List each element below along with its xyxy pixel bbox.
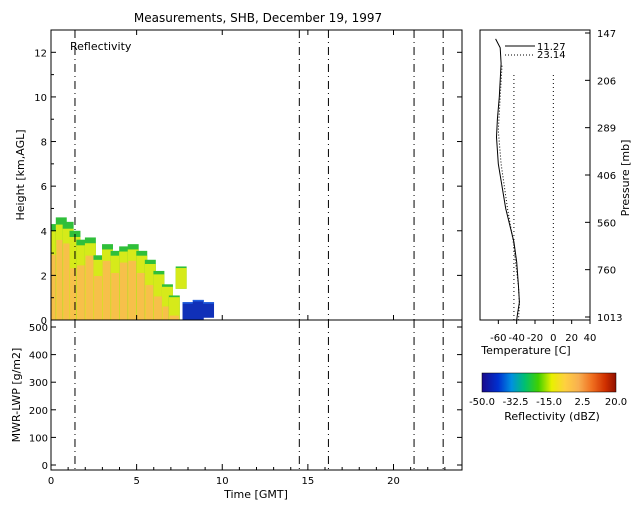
event-lines <box>74 320 444 470</box>
cloud-echo-layer <box>50 217 215 320</box>
echo-core <box>136 272 147 320</box>
temperature-tick-label: -20 <box>527 333 543 344</box>
height-tick-label: 2 <box>41 271 47 282</box>
lwp-tick-label: 100 <box>29 433 48 444</box>
lwp-panel: 0 100 200 300 400 500 0 5 10 15 20 Time [GMT] MWR… <box>10 319 463 501</box>
lwp-tick-label: 0 <box>42 461 48 472</box>
pressure-axis-label: Pressure [mb] <box>619 140 632 217</box>
pressure-tick-label: 760 <box>597 266 616 277</box>
reflectivity-panel: 0 2 4 6 8 10 12 Reflectivity Height [km,AGL] <box>14 29 463 327</box>
height-tick-label: 10 <box>34 93 47 104</box>
echo-core <box>63 243 74 320</box>
lwp-frame <box>50 319 463 471</box>
time-tick-label: 15 <box>302 476 315 487</box>
colorbar-tick-label: -15.0 <box>536 397 562 408</box>
echo-core <box>128 260 139 320</box>
lwp-tick-label: 500 <box>29 323 48 334</box>
echo-core <box>94 276 104 320</box>
temperature-tick-label: 40 <box>584 333 597 344</box>
time-tick-label: 5 <box>133 476 139 487</box>
lwp-tick-label: 200 <box>29 406 48 417</box>
temperature-line-dotted <box>497 65 520 321</box>
temperature-axis: -60 -40 -20 0 20 40 <box>490 320 596 344</box>
colorbar: -50.0 -32.5 -15.0 2.5 20.0 Reflectivity (dBZ… <box>469 372 627 423</box>
height-axis-label: Height [km,AGL] <box>14 129 27 220</box>
echo-weak <box>182 302 194 320</box>
time-axis: 0 5 10 15 20 <box>48 464 446 487</box>
height-tick-label: 0 <box>41 316 47 327</box>
echo-mid <box>161 286 173 320</box>
pressure-tick-label: 1013 <box>597 313 622 324</box>
lwp-tick-label: 300 <box>29 378 48 389</box>
colorbar-tick-label: -32.5 <box>503 397 529 408</box>
time-tick-label: 20 <box>387 476 400 487</box>
colorbar-ticks: -50.0 -32.5 -15.0 2.5 20.0 <box>469 397 627 408</box>
reference-lines <box>513 75 554 320</box>
pressure-tick-label: 289 <box>597 124 616 135</box>
time-tick-label: 0 <box>48 476 54 487</box>
temperature-tick-label: 0 <box>550 333 556 344</box>
height-tick-label: 8 <box>41 138 47 149</box>
echo-weak-top <box>182 302 194 304</box>
time-axis-label: Time [GMT] <box>223 488 288 501</box>
echo-weak-top <box>192 299 204 302</box>
temperature-axis-label: Temperature [C] <box>480 344 570 357</box>
echo-core <box>56 239 67 320</box>
legend-label-1: 11.27 <box>537 42 566 53</box>
echo-mid <box>175 268 187 289</box>
echo-core <box>154 296 164 320</box>
temperature-tick-label: -40 <box>508 333 524 344</box>
pressure-tick-label: 206 <box>597 76 616 87</box>
temperature-tick-label: -60 <box>490 333 506 344</box>
temperature-panel: -60 -40 -20 0 20 40 147 206 289 406 560 760 1013 Te… <box>479 29 632 357</box>
temperature-line-solid <box>495 38 520 321</box>
pressure-tick-label: 560 <box>597 218 616 229</box>
colorbar-label: Reflectivity (dBZ) <box>504 410 600 423</box>
echo-core <box>145 285 156 320</box>
height-tick-label: 4 <box>41 227 47 238</box>
echo-core <box>85 255 96 320</box>
colorbar-gradient <box>481 372 617 393</box>
echo-weak-top <box>203 302 215 304</box>
lwp-tick-label: 400 <box>29 351 48 362</box>
echo-core <box>76 265 87 320</box>
lwp-axis: 0 100 200 300 400 500 <box>29 323 462 472</box>
pressure-tick-label: 147 <box>597 29 616 40</box>
echo-mid <box>168 297 180 320</box>
colorbar-tick-label: 2.5 <box>575 397 591 408</box>
panel-label-reflectivity: Reflectivity <box>70 40 132 53</box>
echo-core <box>169 315 180 320</box>
echo-core <box>70 268 80 320</box>
echo-weak <box>192 299 204 320</box>
time-tick-label: 10 <box>216 476 229 487</box>
lwp-axis-label: MWR-LWP [g/m2] <box>10 348 23 443</box>
echo-core <box>119 262 130 320</box>
colorbar-tick-label: -50.0 <box>469 397 495 408</box>
height-tick-label: 6 <box>41 182 47 193</box>
echo-core <box>111 272 121 320</box>
temperature-series <box>495 38 520 321</box>
echo-core <box>162 306 173 320</box>
temperature-tick-label: 20 <box>565 333 578 344</box>
pressure-tick-label: 406 <box>597 171 616 182</box>
echo-weak <box>203 302 215 318</box>
temperature-frame <box>479 29 591 321</box>
figure-title: Measurements, SHB, December 19, 1997 <box>134 11 382 25</box>
colorbar-tick-label: 20.0 <box>605 397 627 408</box>
height-tick-label: 12 <box>34 48 47 59</box>
event-lines <box>74 30 444 320</box>
echo-core <box>102 260 113 320</box>
legend-label-2: 23.14 <box>537 50 566 61</box>
pressure-axis: 147 206 289 406 560 760 1013 <box>585 29 622 324</box>
